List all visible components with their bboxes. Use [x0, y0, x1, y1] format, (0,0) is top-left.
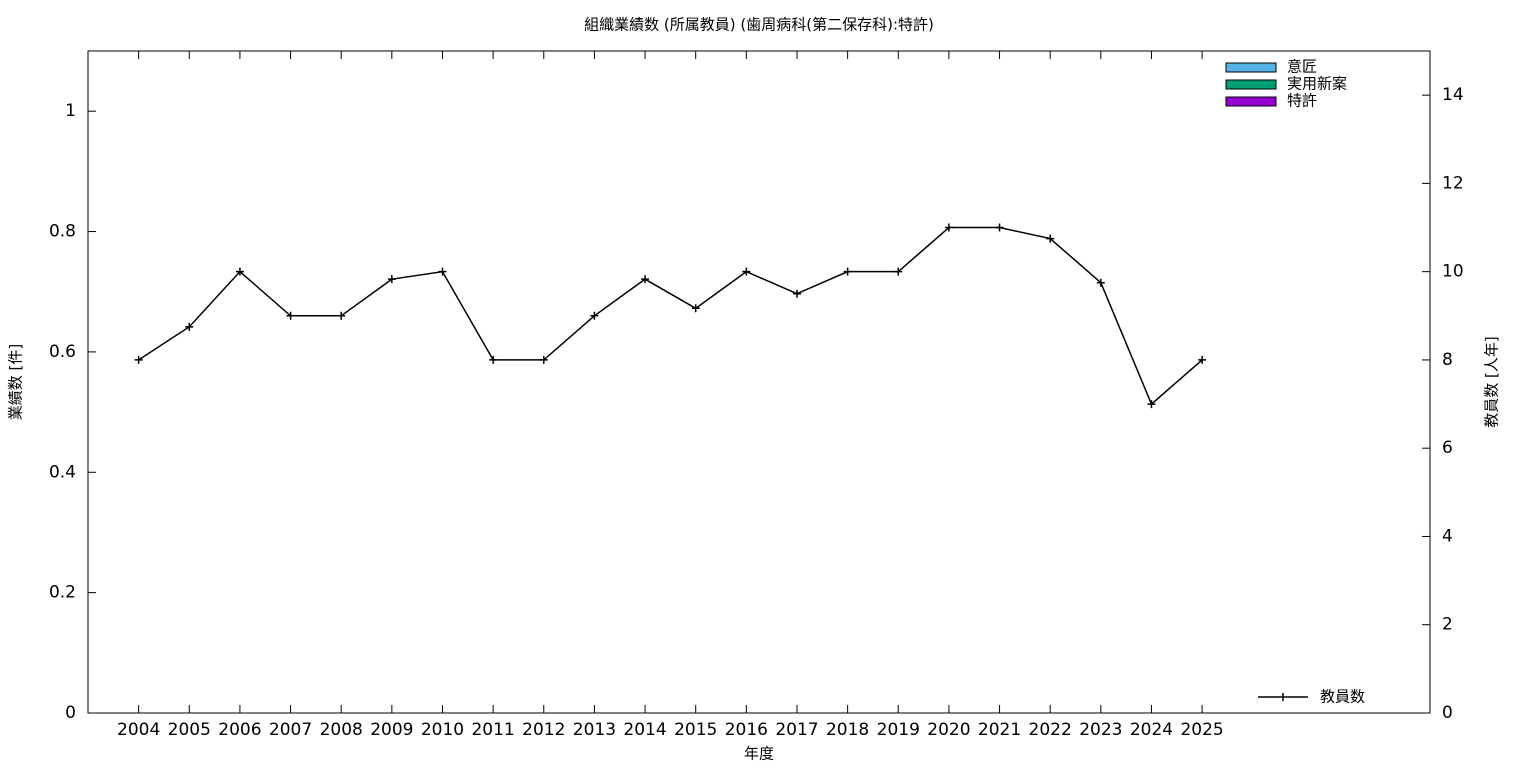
- y2-tick-label: 6: [1442, 438, 1453, 458]
- x-tick-label: 2008: [320, 720, 363, 740]
- chart-title: 組織業績数 (所属教員) (歯周病科(第二保存科):特許): [584, 16, 934, 34]
- point: [894, 267, 903, 276]
- point: [944, 223, 953, 232]
- point: [1096, 278, 1105, 287]
- legend-label: 特許: [1287, 92, 1317, 110]
- point: [539, 355, 548, 364]
- legend-swatch: [1225, 96, 1277, 107]
- point: [337, 311, 346, 320]
- y-tick-label: 0.4: [49, 462, 76, 482]
- y2-tick-label: 14: [1442, 85, 1464, 105]
- x-tick-label: 2020: [927, 720, 970, 740]
- y-tick-label: 0.2: [49, 583, 76, 603]
- y2-tick-label: 2: [1442, 615, 1453, 635]
- y2-tick-label: 12: [1442, 173, 1464, 193]
- y-tick-label: 1: [65, 101, 76, 121]
- legend-swatch: [1225, 62, 1277, 73]
- x-tick-label: 2011: [471, 720, 514, 740]
- y2-tick-label: 0: [1442, 703, 1453, 723]
- point: [641, 275, 650, 284]
- point: [438, 267, 447, 276]
- x-tick-label: 2017: [775, 720, 818, 740]
- x-tick-label: 2012: [522, 720, 565, 740]
- point: [387, 275, 396, 284]
- x-tick-label: 2016: [725, 720, 768, 740]
- x-tick-label: 2014: [623, 720, 666, 740]
- point: [843, 267, 852, 276]
- point: [995, 223, 1004, 232]
- x-tick-label: 2019: [877, 720, 920, 740]
- x-tick-label: 2021: [978, 720, 1021, 740]
- point: [691, 304, 700, 313]
- x-tick-label: 2006: [218, 720, 261, 740]
- point: [1198, 355, 1207, 364]
- y-tick-label: 0: [65, 703, 76, 723]
- x-tick-label: 2010: [421, 720, 464, 740]
- legend-label: 教員数: [1320, 688, 1365, 706]
- legend-swatch: [1258, 693, 1308, 701]
- x-tick-label: 2025: [1180, 720, 1223, 740]
- y-tick-label: 0.8: [49, 222, 76, 242]
- plot-frame: [87, 50, 1431, 714]
- x-axis-label: 年度: [744, 745, 774, 763]
- legend-swatch: [1225, 79, 1277, 90]
- x-tick-label: 2004: [117, 720, 160, 740]
- y2-tick-label: 8: [1442, 350, 1453, 370]
- x-tick-label: 2022: [1029, 720, 1072, 740]
- point: [792, 289, 801, 298]
- point: [185, 322, 194, 331]
- point: [235, 267, 244, 276]
- legend-label: 実用新案: [1287, 75, 1347, 93]
- point: [134, 355, 143, 364]
- point: [742, 267, 751, 276]
- point: [286, 311, 295, 320]
- y-axis-label: 業績数 [件]: [7, 344, 25, 420]
- line: [138, 226, 1203, 406]
- x-tick-label: 2023: [1079, 720, 1122, 740]
- x-tick-label: 2024: [1130, 720, 1173, 740]
- y2-tick-label: 4: [1442, 526, 1453, 546]
- x-tick-label: 2005: [168, 720, 211, 740]
- point: [1147, 400, 1156, 409]
- y2-axis-label: 教員数 [人年]: [1483, 336, 1501, 427]
- y-tick-label: 0.6: [49, 342, 76, 362]
- y2-tick-label: 10: [1442, 262, 1464, 282]
- x-tick-label: 2009: [370, 720, 413, 740]
- x-tick-label: 2015: [674, 720, 717, 740]
- legend-label: 意匠: [1287, 58, 1317, 76]
- x-tick-label: 2018: [826, 720, 869, 740]
- x-tick-label: 2007: [269, 720, 312, 740]
- point: [1046, 234, 1055, 243]
- point: [590, 311, 599, 320]
- x-tick-label: 2013: [573, 720, 616, 740]
- point: [489, 355, 498, 364]
